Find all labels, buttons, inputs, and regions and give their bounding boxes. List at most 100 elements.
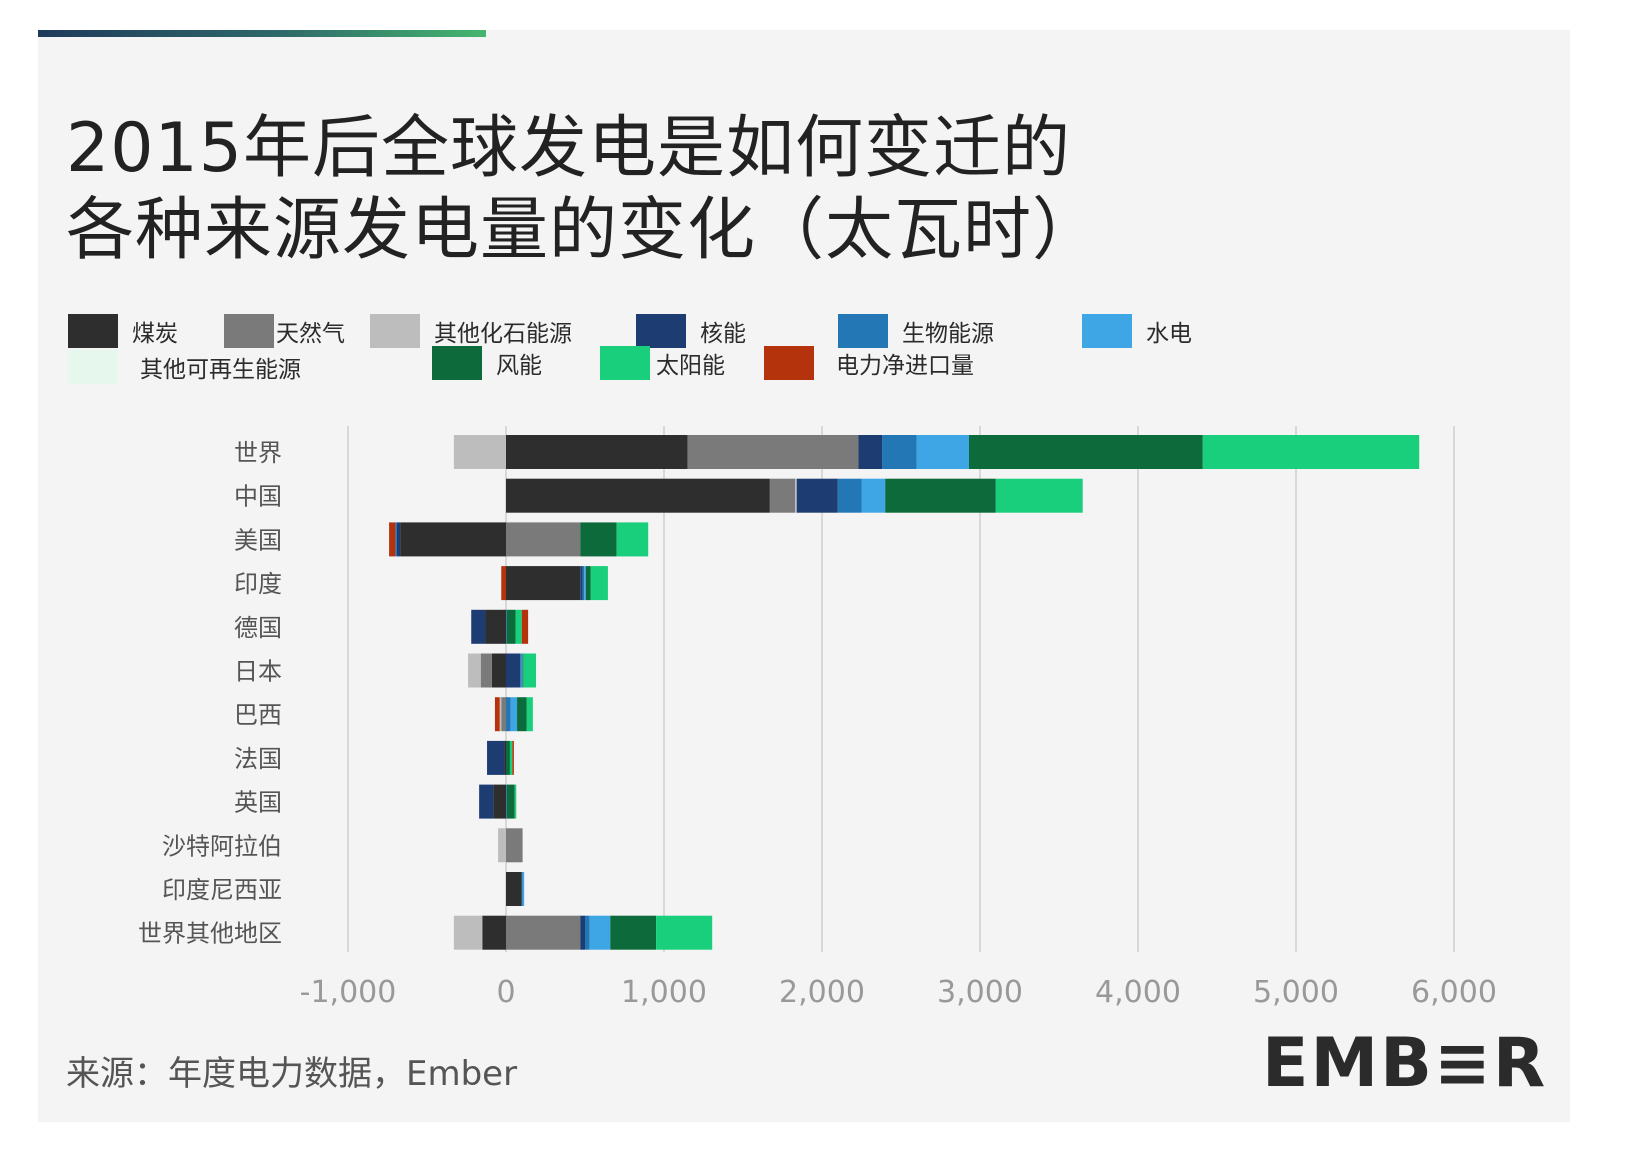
legend-swatch-solar [600,346,650,380]
legend-label-coal: 煤炭 [132,321,178,347]
bar-segment-bioenergy [585,915,590,950]
bar-segment-wind [580,522,617,557]
x-tick-label: 2,000 [779,975,865,1010]
category-label: 沙特阿拉伯 [162,832,282,860]
x-tick-label: 0 [496,975,515,1010]
legend-item-other-fossil: 其他化石能源 [370,314,572,348]
bar-segment-coal [482,915,506,950]
bar-segment-bioenergy [395,522,397,557]
bar-segment-solar [590,566,608,601]
bar-segment-wind [517,697,527,732]
legend-item-solar: 太阳能 [600,346,725,380]
bar-segment-hydro [510,697,518,732]
chart-title: 2015年后全球发电是如何变迁的 各种来源发电量的变化（太瓦时） [66,108,1101,272]
bar-segment-bioenergy [882,435,917,469]
legend-label-other-renewables: 其他可再生能源 [140,357,301,383]
legend-label-wind: 风能 [496,353,542,379]
bar-segment-bioenergy [506,609,507,644]
category-label: 世界 [234,439,282,467]
bar-segment-other-fossil [453,435,506,469]
bar-segment-wind [506,609,516,644]
bar-segment-hydro [916,435,969,469]
bar-segment-net-imports [512,740,514,775]
bar-segment-bioenergy [506,697,511,732]
title-line-2: 各种来源发电量的变化（太瓦时） [66,191,1102,270]
bar-segment-coal [485,609,506,644]
legend-swatch-bioenergy [838,314,888,348]
legend-swatch-gas [224,314,274,348]
bar-segment-bioenergy [582,566,585,601]
x-tick-label: 3,000 [937,975,1023,1010]
bar-segment-net-imports [389,522,396,557]
legend-label-solar: 太阳能 [656,353,725,379]
bar-segment-nuclear [487,740,505,775]
bar-segment-solar [514,784,517,819]
legend-swatch-coal [68,314,118,348]
legend-swatch-hydro [1082,314,1132,348]
bar-segment-coal [493,784,506,819]
bar-segment-other-fossil [498,828,506,863]
bar-segment-nuclear [479,784,494,819]
bar-segment-coal [506,566,581,601]
bar-segment-nuclear [471,609,486,644]
category-label: 德国 [234,614,282,642]
category-label: 世界其他地区 [138,920,282,948]
title-line-1: 2015年后全球发电是如何变迁的 [66,109,1072,188]
bar-segment-net-imports [494,697,500,732]
category-label: 印度尼西亚 [162,876,282,904]
x-tick-label: 1,000 [621,975,707,1010]
bar-segment-other-fossil [499,697,502,732]
category-label: 印度 [234,570,282,598]
bar-segment-wind [585,566,591,601]
bar-segment-coal [491,653,506,688]
bar-segment-gas [687,435,859,469]
bar-segment-nuclear [796,478,838,513]
bar-segment-solar [523,653,537,688]
legend-swatch-nuclear [636,314,686,348]
bar-segment-solar [509,740,513,775]
bar-segment-solar [1202,435,1420,469]
bar-segment-gas [769,478,796,513]
legend-item-net-imports: 电力净进口量 [764,346,974,380]
bar-segment-bioenergy [506,784,507,819]
legend-label-nuclear: 核能 [700,321,746,347]
ember-logo: EMB≡R [1262,1024,1548,1103]
legend-item-coal: 煤炭 [68,314,178,348]
bar-segment-bioenergy [520,653,522,688]
bar-segment-wind [885,478,996,513]
legend-item-hydro: 水电 [1082,314,1192,348]
bar-segment-nuclear [506,653,521,688]
bar-segment-coal [506,872,522,906]
legend-item-bioenergy: 生物能源 [838,314,994,348]
bar-segment-gas [506,915,581,950]
source-note: 来源：年度电力数据，Ember [66,1054,518,1094]
x-tick-label: 5,000 [1253,975,1339,1010]
bar-segment-gas [506,828,523,863]
bar-segment-gas [480,653,492,688]
category-label: 英国 [234,789,282,817]
bar-segment-solar [515,609,522,644]
bar-segment-coal [504,740,506,775]
bar-segment-solar [656,915,713,950]
category-label: 法国 [234,745,282,773]
legend-label-other-fossil: 其他化石能源 [434,321,572,347]
bar-segment-gas [501,697,506,732]
bar-segment-bioenergy [521,872,523,906]
bar-segment-hydro [521,653,523,688]
bar-segment-other-fossil [468,653,481,688]
bar-segment-gas [506,522,581,557]
legend-swatch-net-imports [764,346,814,380]
bar-segment-wind [506,784,515,819]
x-tick-label: 6,000 [1411,975,1497,1010]
category-label: 巴西 [234,701,282,729]
bar-segment-net-imports [521,609,529,644]
legend-swatch-other-fossil [370,314,420,348]
legend-label-bioenergy: 生物能源 [902,321,994,347]
legend-item-nuclear: 核能 [636,314,746,348]
bar-segment-coal [400,522,506,557]
category-label: 美国 [234,526,282,554]
x-tick-label: 4,000 [1095,975,1181,1010]
bar-segment-coal [506,478,770,513]
bar-segment-solar [616,522,649,557]
